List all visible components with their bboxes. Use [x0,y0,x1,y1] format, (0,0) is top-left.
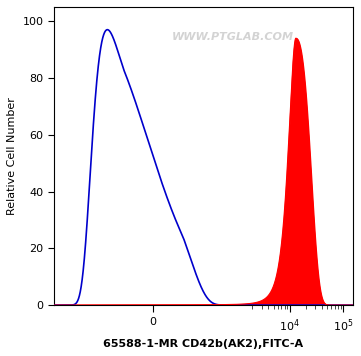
Y-axis label: Relative Cell Number: Relative Cell Number [7,97,17,215]
Text: WWW.PTGLAB.COM: WWW.PTGLAB.COM [172,32,294,42]
X-axis label: 65588-1-MR CD42b(AK2),FITC-A: 65588-1-MR CD42b(AK2),FITC-A [103,339,303,349]
